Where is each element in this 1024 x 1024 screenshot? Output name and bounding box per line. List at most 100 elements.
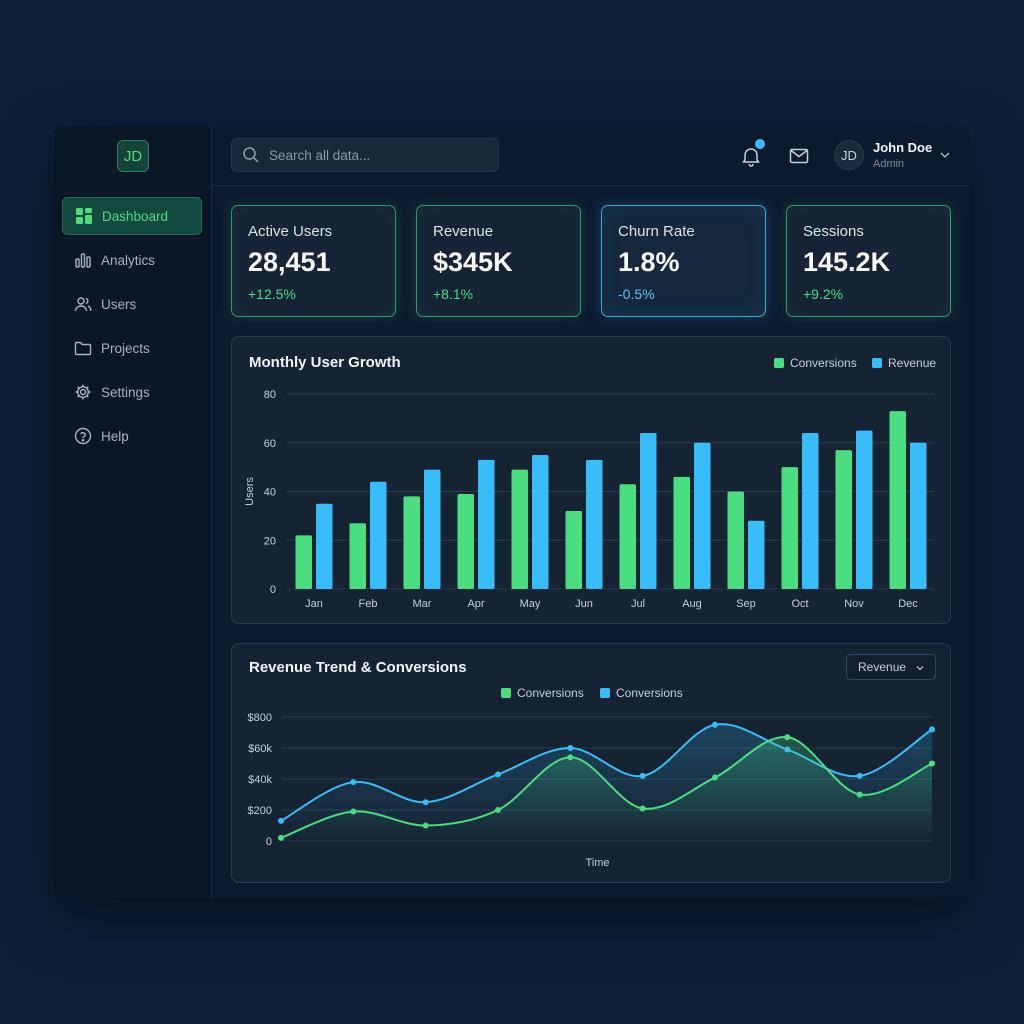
data-point — [422, 822, 429, 829]
bar — [457, 493, 474, 589]
kpi-label: Churn Rate — [618, 223, 695, 240]
series-area — [281, 736, 932, 841]
sidebar-item-analytics[interactable]: Analytics — [62, 241, 202, 279]
x-tick-label: Nov — [844, 598, 864, 610]
users-icon — [74, 297, 92, 312]
chevron-down-icon[interactable] — [938, 148, 952, 162]
data-point — [712, 721, 718, 728]
sidebar-item-label: Help — [101, 428, 129, 444]
kpi-value: 145.2K — [803, 247, 891, 277]
y-tick-label: 0 — [270, 584, 276, 596]
x-tick-label: Jun — [575, 598, 593, 610]
kpi-card-active-users[interactable]: Active Users 28,451 +12.5% — [231, 205, 396, 317]
kpi-card-sessions[interactable]: Sessions 145.2K +9.2% — [786, 205, 951, 317]
sidebar-item-settings[interactable]: Settings — [62, 373, 202, 411]
y-tick-label: 80 — [264, 389, 276, 401]
legend-label: Conversions — [616, 686, 683, 700]
data-point — [422, 799, 429, 806]
data-point — [712, 774, 718, 781]
x-tick-label: Aug — [682, 598, 702, 610]
legend-item[interactable]: Conversions — [774, 356, 857, 370]
sidebar-item-help[interactable]: Help — [62, 417, 202, 455]
bar — [478, 459, 495, 589]
bar — [802, 433, 819, 589]
data-point — [856, 772, 863, 779]
bar — [316, 503, 333, 589]
kpi-value: 1.8% — [618, 247, 680, 277]
sidebar-item-dashboard[interactable]: Dashboard — [62, 197, 202, 235]
y-tick-label: $60k — [248, 743, 272, 755]
legend-item[interactable]: Conversions — [600, 686, 683, 700]
bar — [586, 459, 603, 589]
legend-swatch — [872, 358, 882, 368]
search-input[interactable]: Search all data... — [231, 138, 499, 172]
dashboard-window: JD Dashboard Analytics Users Projects Se… — [54, 126, 970, 898]
x-tick-label: May — [520, 598, 541, 610]
messages-button[interactable] — [788, 145, 810, 167]
y-axis-label: Users — [244, 477, 256, 506]
top-bar: Search all data... JD John Doe Admin — [212, 126, 970, 186]
bar — [673, 476, 690, 589]
line-chart-title: Revenue Trend & Conversions — [249, 659, 467, 676]
line-chart: 0 $200 $40k $60k $800 Time — [248, 712, 935, 869]
data-point — [929, 760, 935, 767]
help-circle-icon — [74, 427, 92, 445]
kpi-label: Active Users — [248, 223, 333, 240]
data-point — [929, 726, 935, 733]
bar — [532, 454, 549, 589]
kpi-delta: -0.5% — [618, 286, 655, 302]
legend-item[interactable]: Revenue — [872, 356, 936, 370]
data-point — [278, 817, 284, 824]
data-point — [278, 834, 284, 841]
chevron-down-icon — [916, 666, 924, 671]
legend-swatch — [501, 688, 511, 698]
kpi-delta: +12.5% — [248, 286, 296, 302]
bar — [511, 469, 528, 589]
data-point — [350, 808, 357, 815]
kpi-label: Sessions — [803, 223, 864, 240]
x-tick-label: Apr — [467, 598, 484, 610]
user-name[interactable]: John Doe — [873, 140, 933, 155]
sidebar-item-label: Users — [101, 296, 137, 312]
x-tick-label: Jul — [631, 598, 645, 610]
bar — [727, 491, 744, 589]
kpi-card-revenue[interactable]: Revenue $345K +8.1% — [416, 205, 581, 317]
sidebar-item-projects[interactable]: Projects — [62, 329, 202, 367]
kpi-card-churn-rate[interactable]: Churn Rate 1.8% -0.5% — [601, 205, 766, 317]
notification-dot — [755, 139, 765, 149]
bell-icon — [742, 148, 760, 167]
bar-chart-title: Monthly User Growth — [249, 354, 401, 371]
bar — [424, 469, 441, 589]
user-role: Admin — [873, 158, 905, 170]
kpi-delta: +9.2% — [803, 286, 844, 302]
y-tick-label: 40 — [264, 487, 276, 499]
x-tick-label: Jan — [305, 598, 323, 610]
data-point — [639, 805, 646, 812]
bar — [619, 484, 636, 589]
data-point — [784, 734, 791, 741]
data-point — [856, 791, 863, 798]
legend-item[interactable]: Conversions — [501, 686, 584, 700]
gear-icon — [75, 384, 91, 400]
sidebar-item-users[interactable]: Users — [62, 285, 202, 323]
y-tick-label: $40k — [248, 774, 272, 786]
legend-swatch — [600, 688, 610, 698]
y-tick-label: 20 — [264, 535, 276, 547]
kpi-delta: +8.1% — [433, 286, 474, 302]
line-chart-panel: Revenue Trend & Conversions Revenue Conv… — [231, 643, 951, 883]
kpi-value: 28,451 — [248, 247, 331, 277]
logo-badge[interactable]: JD — [117, 140, 149, 172]
avatar[interactable]: JD — [834, 140, 864, 170]
notifications-button[interactable] — [740, 139, 765, 167]
x-axis-label: Time — [585, 857, 609, 869]
bar — [835, 450, 852, 589]
series-line — [280, 736, 933, 839]
x-tick-label: Dec — [898, 598, 918, 610]
bar — [349, 523, 366, 589]
data-point — [567, 745, 574, 751]
legend-swatch — [774, 358, 784, 368]
bar — [370, 481, 387, 589]
mail-icon — [789, 148, 809, 164]
sidebar-item-label: Projects — [101, 340, 150, 356]
metric-dropdown[interactable]: Revenue — [846, 654, 936, 680]
